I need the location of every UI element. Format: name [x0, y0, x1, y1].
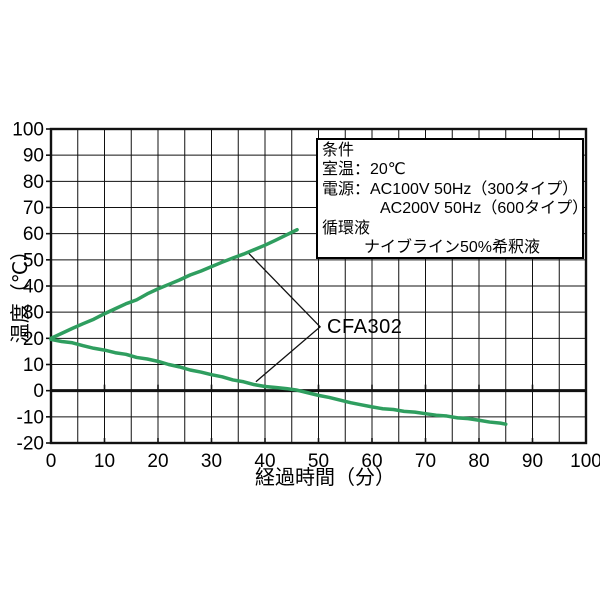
series-label-cfa302: CFA302 — [327, 315, 403, 338]
y-tick-label: 40 — [23, 277, 44, 298]
y-tick-label: 100 — [12, 120, 44, 141]
y-axis-title: 温度（℃） — [10, 240, 32, 344]
y-tick-label: 30 — [23, 303, 44, 324]
y-tick-label: -10 — [17, 407, 44, 428]
condition-line: 循環液 — [322, 219, 371, 237]
y-tick-label: 50 — [23, 250, 44, 271]
y-tick-label: -20 — [17, 434, 44, 455]
x-axis-title: 経過時間（分） — [255, 467, 395, 489]
y-tick-label: 20 — [23, 329, 44, 350]
y-tick-label: 60 — [23, 224, 44, 245]
annotation-leader-lines — [247, 252, 322, 383]
condition-line: 条件 — [322, 142, 355, 159]
x-tick-label: 100 — [570, 451, 600, 472]
plot-border — [49, 127, 588, 445]
y-tick-label: 90 — [23, 146, 44, 167]
condition-line: ナイブライン50%希釈液 — [364, 238, 541, 256]
data-curve-cooling — [49, 337, 508, 426]
x-tick-label: 0 — [46, 451, 57, 472]
x-tick-label: 50 — [308, 451, 329, 472]
y-tick-label: 0 — [33, 381, 44, 402]
condition-line: 電源：AC100V 50Hz（300タイプ） — [322, 180, 579, 198]
x-tick-label: 40 — [254, 451, 275, 472]
x-tick-label: 60 — [361, 451, 382, 472]
y-tick-label: 80 — [23, 172, 44, 193]
x-tick-label: 70 — [415, 451, 436, 472]
y-tick-label: 10 — [23, 355, 44, 376]
conditions-box: 条件室温：20℃ 電源：AC100V 50Hz（300タイプ） AC200V 50H… — [316, 138, 584, 259]
x-tick-label: 10 — [94, 451, 115, 472]
condition-line: 室温：20℃ — [322, 161, 406, 179]
condition-line: AC200V 50Hz（600タイプ） — [380, 200, 584, 218]
x-tick-label: 80 — [468, 451, 489, 472]
data-curve-heating — [49, 227, 299, 341]
x-tick-label: 20 — [147, 451, 168, 472]
x-tick-label: 30 — [201, 451, 222, 472]
y-tick-label: 70 — [23, 198, 44, 219]
x-tick-label: 90 — [522, 451, 543, 472]
